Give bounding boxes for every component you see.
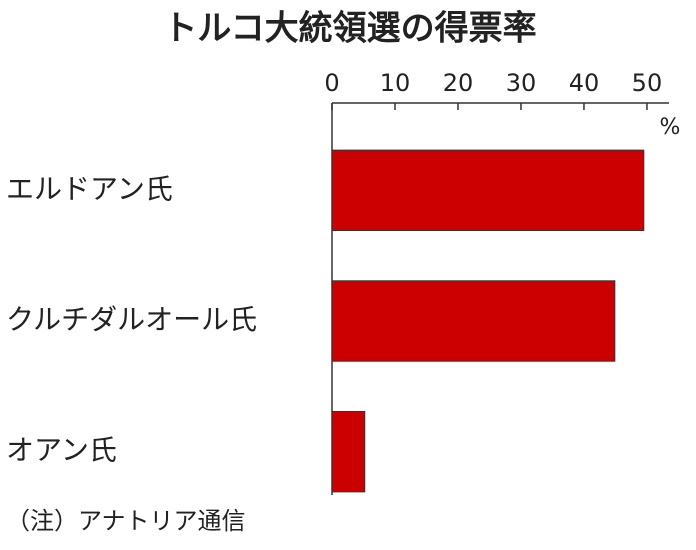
chart-title: トルコ大統領選の得票率	[163, 9, 536, 49]
x-tick-label: 20	[443, 69, 474, 97]
note: （注）アナトリア通信	[6, 507, 246, 535]
y-tick-label: クルチダルオール氏	[6, 303, 257, 336]
unit-label: %	[660, 115, 681, 140]
bar	[331, 149, 645, 232]
x-tick-label: 50	[632, 69, 663, 97]
x-tick-label: 10	[380, 69, 411, 97]
x-tick-label: 40	[569, 69, 600, 97]
y-tick-label: オアン氏	[6, 434, 117, 467]
x-tick-label: 0	[324, 69, 339, 97]
bar	[331, 410, 366, 493]
y-tick-label: エルドアン氏	[6, 172, 173, 205]
x-tick-label: 30	[506, 69, 537, 97]
bar	[331, 280, 616, 362]
